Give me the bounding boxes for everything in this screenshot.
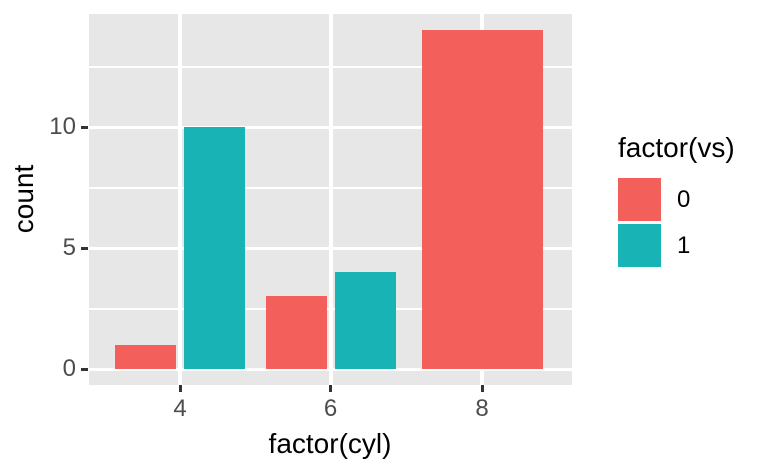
gridline-x-6 (328, 14, 333, 385)
y-axis-tick-label-0: 0 (62, 355, 76, 382)
bar-cyl8-vs0 (421, 30, 543, 369)
y-axis-tick-label-10: 10 (49, 113, 76, 140)
plot-panel (89, 14, 572, 385)
legend-key-vs0-swatch (618, 178, 661, 221)
x-axis-tick-4 (178, 385, 182, 392)
x-axis-tick-8 (480, 385, 484, 392)
bar-cyl6-vs0 (265, 296, 327, 369)
legend-label-vs1: 1 (677, 231, 691, 259)
bar-cyl6-vs1 (334, 272, 396, 369)
y-axis-tick-10 (81, 125, 88, 129)
legend-title: factor(vs) (618, 132, 735, 163)
x-axis-tick-label-6: 6 (323, 395, 338, 422)
gridline-x-4 (178, 14, 182, 385)
y-axis-title: count (8, 164, 39, 234)
x-axis-tick-6 (329, 385, 332, 392)
legend: factor(vs) 0 1 (618, 133, 735, 270)
x-axis-tick-label-4: 4 (173, 395, 187, 422)
y-axis-tick-label-5: 5 (62, 234, 76, 261)
legend-label-vs0: 0 (677, 185, 691, 213)
legend-item-vs1: 1 (618, 224, 735, 267)
y-axis-tick-5 (81, 246, 88, 250)
legend-item-vs0: 0 (618, 178, 735, 221)
x-axis-title: factor(cyl) (268, 428, 392, 459)
bar-cyl4-vs0 (115, 344, 176, 369)
y-axis-tick-0 (81, 367, 88, 371)
bar-cyl4-vs1 (184, 127, 245, 369)
x-axis-tick-label-8: 8 (475, 395, 489, 422)
legend-key-vs1-swatch (618, 224, 661, 267)
